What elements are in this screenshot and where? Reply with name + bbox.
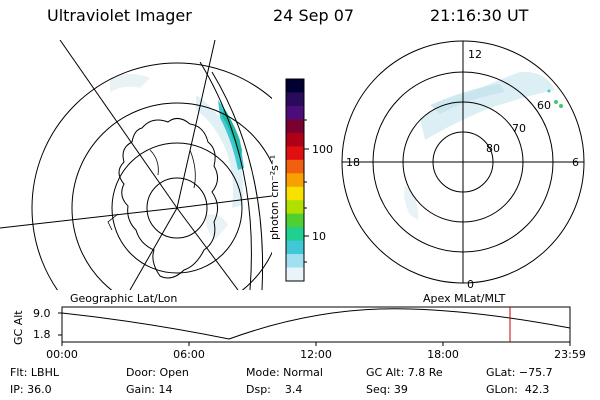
colorbar-tick-10: 10 bbox=[312, 230, 326, 243]
date-label: 24 Sep 07 bbox=[273, 6, 355, 25]
mlt-label-0: 0 bbox=[467, 278, 474, 291]
colorbar-unit-label: photon cm⁻²s⁻¹ bbox=[268, 155, 281, 240]
info-glon: GLon: 42.3 bbox=[486, 383, 550, 396]
aurora-emission-polar bbox=[404, 71, 563, 220]
geographic-map bbox=[0, 40, 272, 290]
altitude-ytick-high: 9.0 bbox=[33, 307, 51, 320]
altitude-plot bbox=[58, 306, 571, 346]
info-mode: Mode: Normal bbox=[246, 366, 323, 379]
info-ip: IP: 36.0 bbox=[10, 383, 52, 396]
colorbar-segment bbox=[286, 240, 304, 255]
polar-plot-label: Apex MLat/MLT bbox=[423, 292, 506, 305]
colorbar-segment bbox=[286, 227, 304, 242]
mlat-label-80: 80 bbox=[486, 142, 500, 155]
altitude-xtick-0600: 06:00 bbox=[173, 348, 205, 361]
colorbar-segment bbox=[286, 267, 304, 282]
aurora-emission-geo bbox=[110, 74, 244, 240]
altitude-xtick-1800: 18:00 bbox=[427, 348, 459, 361]
info-seq: Seq: 39 bbox=[366, 383, 408, 396]
colorbar-segment bbox=[286, 132, 304, 147]
colorbar-segment bbox=[286, 254, 304, 269]
colorbar-segment bbox=[286, 200, 304, 215]
info-gc-alt: GC Alt: 7.8 Re bbox=[366, 366, 443, 379]
colorbar-segment bbox=[286, 186, 304, 201]
colorbar-segment bbox=[286, 146, 304, 161]
colorbar-tick-100: 100 bbox=[312, 143, 333, 156]
altitude-xtick-0000: 00:00 bbox=[46, 348, 78, 361]
geographic-map-label: Geographic Lat/Lon bbox=[70, 292, 178, 305]
altitude-xtick-2359: 23:59 bbox=[554, 348, 586, 361]
antarctica-outline bbox=[118, 118, 218, 279]
mlat-label-70: 70 bbox=[512, 122, 526, 135]
colorbar-segment bbox=[286, 213, 304, 228]
instrument-title: Ultraviolet Imager bbox=[47, 6, 192, 25]
altitude-ylabel: GC Alt bbox=[12, 310, 25, 345]
time-label: 21:16:30 UT bbox=[430, 6, 529, 25]
mlt-label-6: 6 bbox=[572, 156, 579, 169]
info-gain: Gain: 14 bbox=[126, 383, 173, 396]
mlt-label-18: 18 bbox=[346, 156, 360, 169]
colorbar-segment bbox=[286, 92, 304, 107]
colorbar-segment bbox=[286, 159, 304, 174]
mlat-label-60: 60 bbox=[537, 99, 551, 112]
colorbar-segment bbox=[286, 79, 304, 93]
info-flt: Flt: LBHL bbox=[10, 366, 59, 379]
info-dsp: Dsp: 3.4 bbox=[246, 383, 303, 396]
altitude-curve bbox=[61, 308, 571, 340]
colorbar-segment bbox=[286, 105, 304, 120]
info-door: Door: Open bbox=[126, 366, 189, 379]
colorbar-segment bbox=[286, 173, 304, 188]
altitude-xtick-1200: 12:00 bbox=[300, 348, 332, 361]
polar-plot bbox=[341, 40, 585, 284]
colorbar-segment bbox=[286, 119, 304, 134]
info-glat: GLat: −75.7 bbox=[486, 366, 553, 379]
mlt-label-12: 12 bbox=[468, 48, 482, 61]
altitude-ytick-low: 1.8 bbox=[33, 328, 51, 341]
colorbar bbox=[286, 79, 304, 282]
